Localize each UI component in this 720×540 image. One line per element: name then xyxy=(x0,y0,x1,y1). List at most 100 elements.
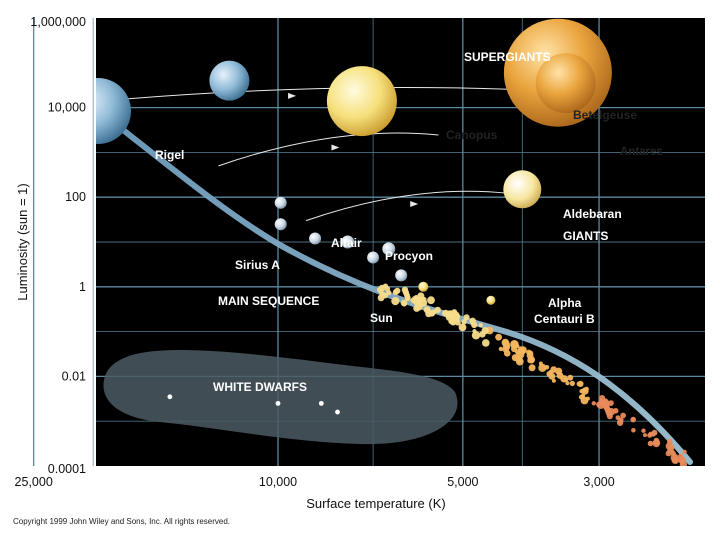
white-dwarf-star xyxy=(275,400,281,406)
star-sun xyxy=(418,281,429,292)
main-sequence-star xyxy=(630,416,636,423)
x-tick-label: 5,000 xyxy=(447,475,478,489)
region-label-giants: GIANTS xyxy=(563,229,608,243)
x-tick-label: 3,000 xyxy=(583,475,614,489)
main-sequence-star xyxy=(378,289,384,295)
main-sequence-star xyxy=(620,412,626,419)
main-sequence-star xyxy=(679,460,688,466)
main-sequence-star xyxy=(427,296,435,305)
region-label-main-sequence: MAIN SEQUENCE xyxy=(218,294,319,308)
blue-supergiant-star xyxy=(96,78,131,144)
y-axis-label: Luminosity (sun = 1) xyxy=(15,183,30,300)
main-sequence-star xyxy=(495,333,502,341)
main-sequence-star xyxy=(641,428,646,433)
label-aldebaran: Aldebaran xyxy=(563,207,622,221)
y-axis-ticks: 1,000,000 10,000 100 1 0.01 0.0001 xyxy=(30,15,86,476)
label-antares: Antares xyxy=(620,146,663,158)
arrowhead xyxy=(288,92,297,99)
main-sequence-star xyxy=(498,346,504,352)
evolution-arrows xyxy=(96,87,537,222)
main-sequence-star xyxy=(367,251,380,264)
main-sequence-star xyxy=(615,415,621,421)
star-alpha-centauri-b xyxy=(486,295,496,305)
main-sequence-star xyxy=(401,301,407,307)
y-tick-label: 0.0001 xyxy=(48,462,86,476)
main-sequence-star xyxy=(479,331,486,338)
main-sequence-star xyxy=(452,313,461,321)
main-sequence-star xyxy=(550,366,557,373)
main-sequence-star xyxy=(528,364,536,372)
main-sequence-star xyxy=(599,398,604,403)
x-tick-label: 25,000 xyxy=(15,475,53,489)
main-sequence-star xyxy=(556,372,564,379)
main-sequence-star xyxy=(631,428,636,433)
arrowhead xyxy=(331,144,340,151)
main-sequence-star xyxy=(567,374,574,381)
y-tick-label: 1 xyxy=(79,280,86,294)
evolution-arrow xyxy=(305,190,509,222)
arrowhead xyxy=(410,200,419,207)
main-sequence-star xyxy=(445,314,453,321)
star-antares xyxy=(535,53,596,114)
region-label-white-dwarfs: WHITE DWARFS xyxy=(213,380,307,394)
evolution-arrow xyxy=(218,132,439,167)
main-sequence-star xyxy=(682,449,687,454)
star-sirius-a xyxy=(274,218,287,231)
main-sequence-star xyxy=(386,290,392,296)
label-betelgeuse: Betelgeuse xyxy=(573,108,637,122)
label-alpha-centauri-b-2: Centauri B xyxy=(534,312,595,326)
label-canopus: Canopus xyxy=(446,128,498,142)
main-sequence-star xyxy=(518,358,523,363)
white-dwarf-stars xyxy=(167,394,340,415)
main-sequence-star xyxy=(647,440,654,447)
main-sequence-star xyxy=(458,323,467,332)
main-sequence-star xyxy=(503,350,511,357)
label-procyon: Procyon xyxy=(385,249,433,263)
main-sequence-star xyxy=(309,232,322,245)
main-sequence-star xyxy=(463,314,470,321)
main-sequence-star xyxy=(551,378,556,383)
main-sequence-star xyxy=(563,377,569,382)
main-sequence-star xyxy=(648,431,654,437)
named-stars xyxy=(96,18,612,305)
y-tick-label: 0.01 xyxy=(62,369,86,383)
main-sequence-star xyxy=(672,457,678,463)
main-sequence-star xyxy=(482,339,490,347)
main-sequence-star xyxy=(548,372,556,380)
copyright-notice: Copyright 1999 John Wiley and Sons, Inc.… xyxy=(13,517,230,526)
star-procyon xyxy=(382,242,396,256)
main-sequence-star xyxy=(395,269,408,282)
label-sun: Sun xyxy=(370,311,393,325)
main-sequence-star xyxy=(565,381,570,386)
main-sequence-star xyxy=(591,401,596,406)
main-sequence-band xyxy=(97,109,693,465)
main-sequence-star xyxy=(391,297,400,306)
main-sequence-star xyxy=(510,340,519,349)
main-sequence-star xyxy=(430,309,437,315)
main-sequence-star xyxy=(471,321,478,329)
label-sirius-a: Sirius A xyxy=(235,258,280,272)
main-sequence-star xyxy=(665,442,674,450)
main-sequence-star xyxy=(416,297,423,304)
main-sequence-star xyxy=(471,331,481,340)
main-sequence-star xyxy=(394,287,401,294)
main-sequence-star xyxy=(667,438,673,445)
main-sequence-star xyxy=(502,340,510,349)
main-sequence-star xyxy=(607,408,616,416)
main-sequence-star xyxy=(382,283,389,289)
y-tick-label: 10,000 xyxy=(48,101,86,115)
main-sequence-star xyxy=(406,296,411,301)
main-sequence-star xyxy=(528,356,535,364)
main-sequence-star xyxy=(608,400,614,406)
main-sequence-star xyxy=(569,380,575,387)
main-sequence-star xyxy=(596,400,605,409)
label-altair: Altair xyxy=(331,236,362,250)
main-sequence-star xyxy=(538,363,547,372)
main-sequence-star xyxy=(603,404,610,411)
label-rigel: Rigel xyxy=(155,148,184,162)
main-sequence-star xyxy=(478,323,483,328)
star-rigel xyxy=(209,60,250,101)
region-label-supergiants: SUPERGIANTS xyxy=(464,50,551,64)
white-dwarf-star xyxy=(167,394,173,400)
